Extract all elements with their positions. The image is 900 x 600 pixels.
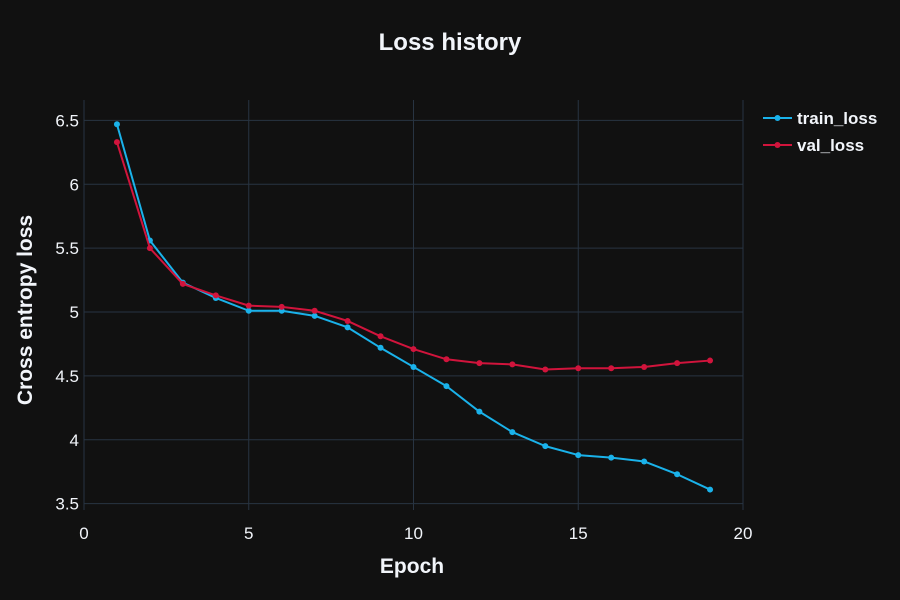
x-tick-label: 15 bbox=[569, 524, 588, 543]
legend-item-train_loss[interactable]: train_loss bbox=[763, 109, 877, 128]
train_loss-point bbox=[608, 454, 615, 461]
train_loss-point bbox=[410, 363, 417, 370]
tick-labels: 3.5 4 4.5 5 5.5 6 6.5 0 5 10 15 20 bbox=[55, 111, 752, 543]
train_loss-point bbox=[311, 312, 318, 319]
train_loss-point bbox=[509, 429, 516, 436]
train_loss-point bbox=[113, 121, 120, 128]
train_loss-point bbox=[476, 408, 483, 415]
legend-label: val_loss bbox=[797, 136, 864, 155]
val_loss-point bbox=[146, 245, 153, 252]
y-tick-label: 5 bbox=[70, 303, 79, 322]
y-tick-label: 6 bbox=[70, 175, 79, 194]
y-tick-label: 3.5 bbox=[55, 495, 79, 514]
x-tick-label: 10 bbox=[404, 524, 423, 543]
y-tick-label: 6.5 bbox=[55, 111, 79, 130]
x-tick-label: 0 bbox=[79, 524, 88, 543]
legend-swatch-marker bbox=[774, 115, 781, 121]
train_loss-point bbox=[245, 307, 252, 314]
plot-series bbox=[113, 121, 714, 493]
x-tick-label: 20 bbox=[734, 524, 753, 543]
val_loss-point bbox=[575, 365, 582, 372]
legend-swatch-marker bbox=[774, 142, 781, 148]
grid-lines bbox=[83, 100, 744, 510]
val_loss-point bbox=[509, 361, 516, 368]
train_loss-point bbox=[443, 383, 450, 390]
train_loss-point bbox=[542, 443, 549, 450]
train_loss-point bbox=[344, 324, 351, 331]
series-val_loss bbox=[113, 139, 714, 373]
legend-item-val_loss[interactable]: val_loss bbox=[763, 136, 864, 155]
y-axis-title: Cross entropy loss bbox=[14, 215, 37, 405]
val_loss-point bbox=[641, 363, 648, 370]
y-tick-label: 4.5 bbox=[55, 367, 79, 386]
val_loss-point bbox=[476, 360, 483, 367]
val_loss-point bbox=[707, 357, 714, 364]
train_loss-point bbox=[707, 486, 714, 493]
chart-title: Loss history bbox=[379, 29, 522, 56]
val_loss-point bbox=[113, 139, 120, 146]
val_loss-point bbox=[443, 356, 450, 363]
x-axis-title: Epoch bbox=[380, 555, 444, 578]
y-tick-label: 5.5 bbox=[55, 239, 79, 258]
val_loss-point bbox=[212, 292, 219, 299]
val_loss-point bbox=[674, 360, 681, 367]
train_loss-point bbox=[674, 471, 681, 478]
train_loss-point bbox=[641, 458, 648, 465]
val_loss-point bbox=[245, 302, 252, 309]
val_loss-point bbox=[542, 366, 549, 373]
legend-label: train_loss bbox=[797, 109, 877, 128]
val_loss-point bbox=[311, 307, 318, 314]
x-tick-label: 5 bbox=[244, 524, 253, 543]
val_loss-point bbox=[179, 280, 186, 287]
y-tick-label: 4 bbox=[70, 431, 79, 450]
val_loss-point bbox=[344, 317, 351, 324]
val_loss-point bbox=[410, 346, 417, 353]
train_loss-point bbox=[377, 344, 384, 351]
val_loss-point bbox=[377, 333, 384, 340]
val_loss-point bbox=[608, 365, 615, 372]
legend[interactable]: train_loss val_loss bbox=[763, 109, 877, 155]
train_loss-point bbox=[575, 452, 582, 459]
val_loss-point bbox=[278, 303, 285, 310]
